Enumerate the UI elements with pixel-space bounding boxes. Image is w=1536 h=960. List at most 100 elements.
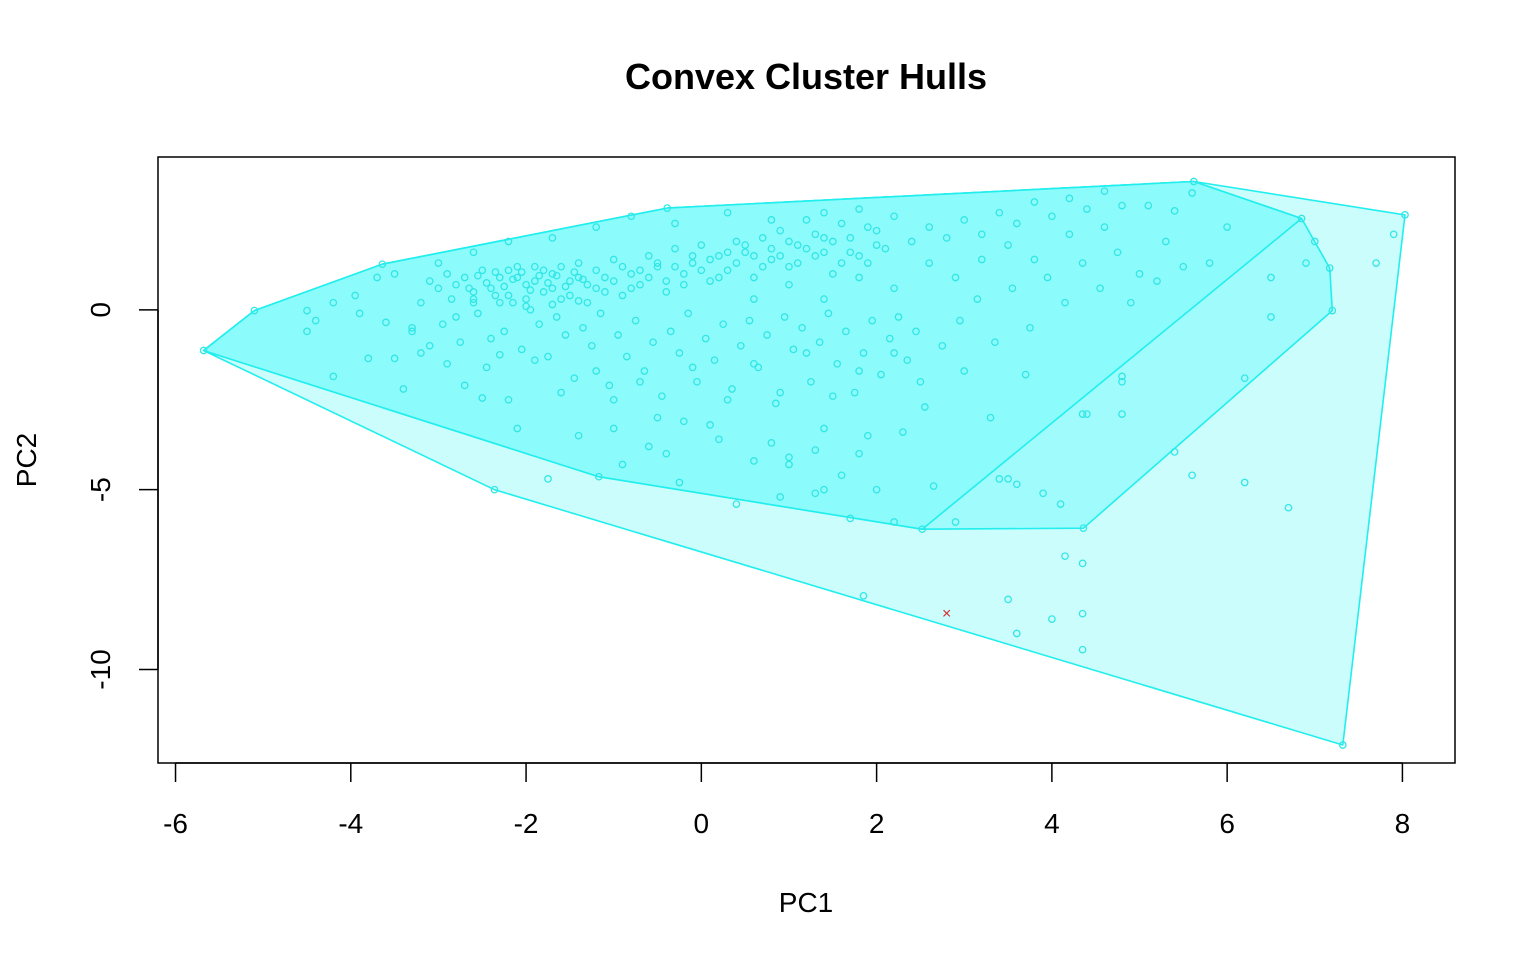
data-point [995,208,1004,217]
data-point [1144,201,1153,210]
data-point [890,212,898,221]
data-point [1048,212,1056,221]
data-point [802,244,811,253]
data-point [824,309,833,318]
data-point [811,230,820,239]
data-points [199,177,1409,749]
data-point [820,208,828,217]
data-point [474,309,482,318]
data-point [767,216,776,224]
data-point [425,341,434,350]
data-point [780,313,789,321]
data-point [653,259,662,267]
data-point [495,273,504,282]
data-point [942,234,951,242]
data-point [767,255,776,264]
data-point [1205,259,1214,267]
data-point [1179,262,1188,271]
x-tick-label: 2 [869,808,885,839]
data-point [855,449,863,458]
cluster-hulls [202,180,1406,746]
data-point [1039,489,1047,498]
data-point [452,280,460,289]
data-point [863,259,872,267]
data-point [688,252,697,260]
data-point [1012,629,1021,638]
data-point [627,212,636,221]
data-point [618,262,627,271]
data-point [1078,259,1087,267]
data-point [469,248,478,257]
data-point [1372,259,1380,267]
data-point [417,298,425,307]
data-point [456,338,465,347]
data-point [495,350,504,359]
y-tick-label: 0 [85,302,116,318]
data-point [842,327,850,336]
data-point [662,449,671,458]
data-point [956,316,964,325]
data-point [566,291,574,300]
data-point [425,277,434,285]
data-point [960,367,969,375]
data-point [750,273,758,282]
data-point [1267,273,1275,282]
x-tick-label: -6 [163,808,188,839]
x-tick-label: 8 [1395,808,1411,839]
data-point [574,431,583,440]
data-point [614,331,622,339]
data-point [1030,198,1039,206]
data-point [750,252,758,260]
data-point [890,518,898,526]
data-point [771,399,780,408]
data-point [820,424,828,433]
data-point [663,204,672,212]
data-point [1161,237,1170,246]
x-axis-label: PC1 [779,887,833,918]
data-point [1126,298,1135,307]
data-point [1004,241,1012,249]
data-point [916,377,925,386]
data-point [561,331,570,339]
data-point [557,295,565,303]
data-point [925,223,934,231]
data-point [1012,480,1021,489]
data-point [723,208,732,217]
data-point [482,363,491,372]
data-point [574,297,583,305]
data-point [925,259,934,267]
x-tick-label: 4 [1044,808,1060,839]
data-point [636,377,644,386]
data-point [662,277,671,285]
data-point [785,237,793,246]
data-point [438,320,447,329]
data-point [802,216,811,224]
data-point [855,273,863,282]
data-point [951,273,960,282]
data-point [684,309,693,318]
data-point [535,320,544,329]
data-point [592,266,601,275]
data-point [938,341,947,350]
data-point [1297,214,1306,223]
data-point [1100,187,1109,196]
data-point [1096,284,1104,293]
data-point [355,309,364,318]
data-point [530,262,539,271]
data-point [1061,552,1069,561]
data-point [820,485,828,494]
data-point [408,323,416,332]
data-point [544,352,552,361]
data-point [679,417,688,426]
data-point [1118,372,1126,381]
data-point [872,485,881,494]
data-point [706,421,714,429]
data-point [903,356,912,365]
data-point [469,298,478,307]
data-point [390,354,399,363]
data-point [1153,277,1161,285]
data-point [509,275,517,284]
data-point [482,279,491,287]
data-point [767,244,776,253]
data-point [526,286,535,294]
